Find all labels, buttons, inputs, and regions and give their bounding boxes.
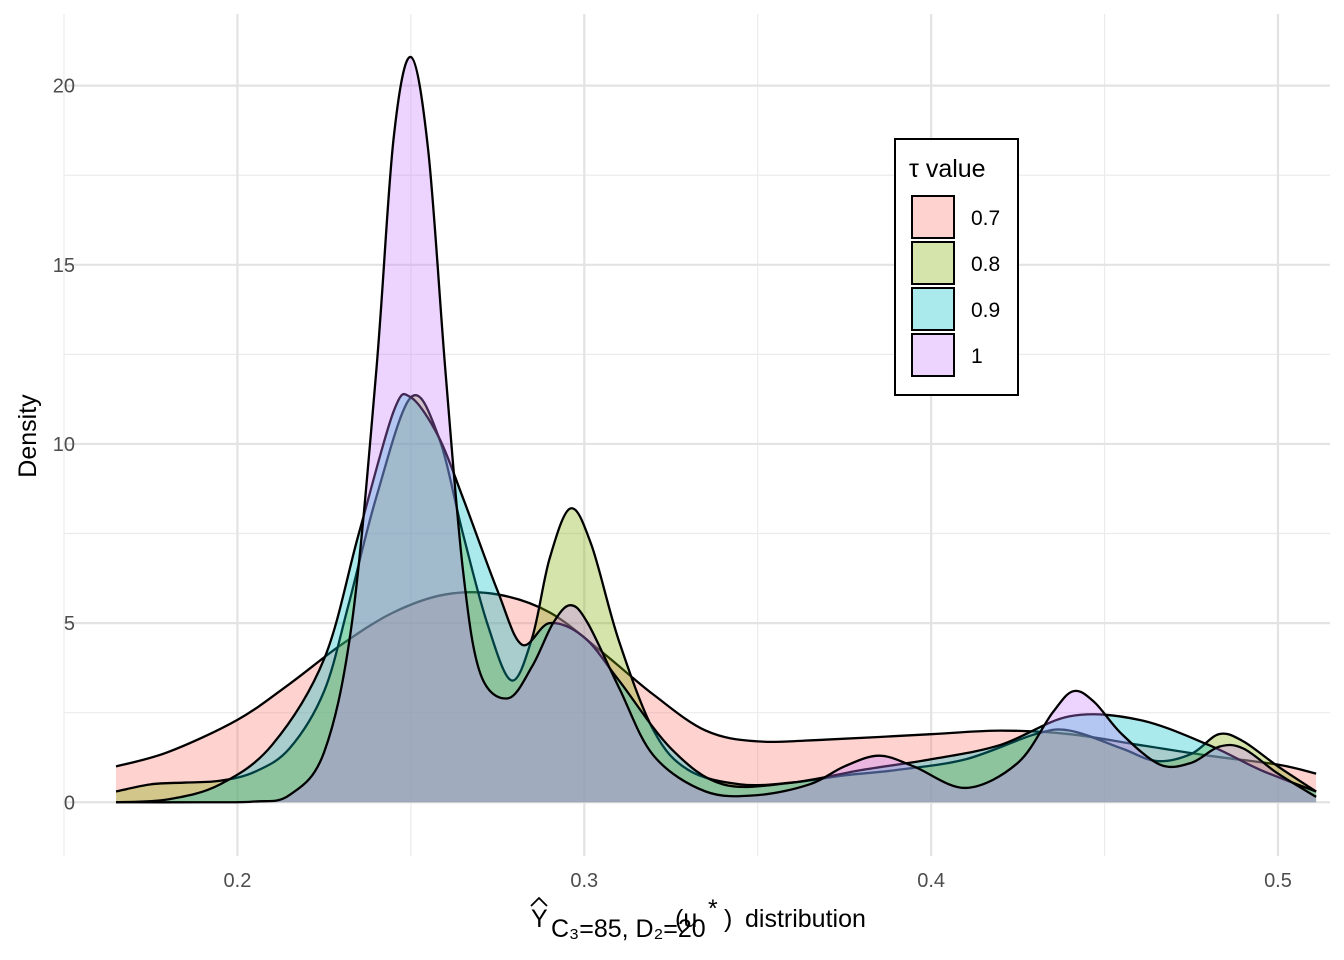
- legend-label-tau-0.8: 0.8: [971, 253, 1000, 276]
- density-area-tau-0.7: [116, 592, 1317, 803]
- x-axis-title-hat: Y: [531, 905, 548, 933]
- hat-accent: [530, 896, 548, 907]
- legend: τ value 0.7 0.8 0.9 1: [894, 138, 1019, 396]
- y-tick-label: 5: [64, 613, 75, 635]
- density-area-tau-0.8: [116, 395, 1317, 803]
- x-axis-title: Y C₃=85, D₂=20 (u * ) distribution: [530, 895, 866, 943]
- legend-key-bg: [912, 288, 954, 330]
- y-tick-label: 0: [64, 792, 75, 814]
- legend-key-bg: [912, 334, 954, 376]
- legend-key-tau-1: [911, 333, 955, 377]
- legend-label-tau-0.7: 0.7: [971, 207, 1000, 230]
- legend-key-tau-0.9: [911, 287, 955, 331]
- y-tick-labels: 0 5 10 15 20: [53, 76, 75, 815]
- legend-label-tau-1: 1: [971, 345, 983, 368]
- density-line-tau-0.7: [115, 591, 1317, 775]
- y-tick-label: 20: [53, 76, 75, 98]
- density-line-tau-0.9: [115, 392, 1317, 804]
- x-tick-labels: 0.2 0.3 0.4 0.5: [224, 870, 1292, 892]
- legend-key-bg: [912, 196, 954, 238]
- x-axis-title-close: ): [724, 905, 732, 933]
- x-tick-label: 0.4: [917, 870, 945, 892]
- legend-key-tau-0.7: [911, 195, 955, 239]
- x-axis-title-star: *: [708, 895, 718, 923]
- y-axis-title: Density: [14, 394, 42, 478]
- legend-title: τ value: [909, 155, 986, 183]
- x-axis-title-subscript: C₃=85, D₂=20: [551, 915, 706, 943]
- legend-key-tau-0.8: [911, 241, 955, 285]
- x-axis-title-argument: (u: [675, 905, 697, 933]
- x-tick-label: 0.5: [1264, 870, 1292, 892]
- density-line-tau-1: [116, 55, 1317, 804]
- density-areas: [115, 55, 1317, 804]
- x-axis-title-suffix: distribution: [745, 905, 866, 933]
- x-tick-label: 0.2: [224, 870, 252, 892]
- density-line-tau-0.8: [115, 394, 1317, 793]
- y-tick-label: 10: [53, 434, 75, 456]
- density-area-tau-1: [116, 56, 1317, 803]
- legend-label-tau-0.9: 0.9: [971, 299, 1000, 322]
- minor-gridlines: [63, 14, 1330, 856]
- density-area-tau-0.9: [116, 394, 1317, 803]
- legend-key-bg: [912, 242, 954, 284]
- legend-items: 0.7 0.8 0.9 1: [911, 195, 1000, 377]
- y-tick-label: 15: [53, 255, 75, 277]
- x-tick-label: 0.3: [570, 870, 598, 892]
